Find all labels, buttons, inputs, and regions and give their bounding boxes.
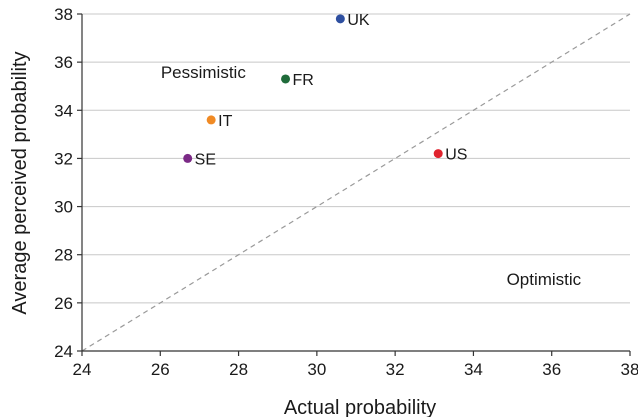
y-axis-title: Average perceived probability <box>9 51 31 314</box>
x-axis-title: Actual probability <box>284 397 436 417</box>
data-points: UK FR IT SE US <box>183 12 467 168</box>
data-point-label-fr: FR <box>293 72 314 89</box>
annotation-pessimistic: Pessimistic <box>161 63 247 82</box>
x-tick-label-30: 30 <box>307 360 326 379</box>
axes-layer <box>77 13 631 356</box>
y-tick-label-26: 26 <box>54 294 73 313</box>
x-tick-label-36: 36 <box>542 360 561 379</box>
data-point-fr <box>281 74 291 84</box>
y-tick-label-38: 38 <box>54 5 73 24</box>
x-tick-label-38: 38 <box>621 360 638 379</box>
data-point-label-us: US <box>445 147 467 164</box>
x-tick-label-28: 28 <box>229 360 248 379</box>
data-point-se <box>183 153 193 163</box>
y-tick-label-28: 28 <box>54 246 73 265</box>
tick-labels: 24 26 28 30 32 34 36 38 24 26 28 30 32 34 36 38 <box>54 5 638 379</box>
data-point-label-uk: UK <box>347 12 370 29</box>
y-tick-label-30: 30 <box>54 198 73 217</box>
x-tick-label-32: 32 <box>386 360 405 379</box>
data-point-label-se: SE <box>195 151 216 168</box>
data-point-us <box>433 149 443 159</box>
y-tick-label-36: 36 <box>54 53 73 72</box>
y-tick-label-34: 34 <box>54 101 73 120</box>
x-tick-label-34: 34 <box>464 360 483 379</box>
data-point-label-it: IT <box>218 113 232 130</box>
x-tick-label-24: 24 <box>73 360 92 379</box>
x-tick-label-26: 26 <box>151 360 170 379</box>
y-tick-label-32: 32 <box>54 149 73 168</box>
y-tick-label-24: 24 <box>54 342 73 361</box>
data-point-it <box>206 115 216 125</box>
data-point-uk <box>335 14 345 24</box>
grid-layer <box>82 13 630 304</box>
annotation-optimistic: Optimistic <box>507 270 582 289</box>
annotations: Pessimistic Optimistic <box>161 63 582 289</box>
